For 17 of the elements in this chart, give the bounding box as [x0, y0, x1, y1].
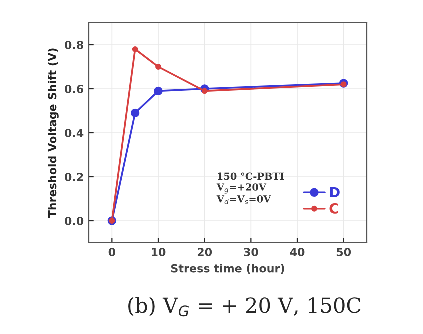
y-axis-title: Threshold Voltage Shift (V): [48, 48, 59, 218]
text: 150 °C-PBTI V$_{g}$=+20V V$_{d}$=V$_{s}$=0V: [216, 172, 284, 204]
legend-label: C: [330, 203, 338, 214]
y-tick-label: 0.6: [64, 84, 84, 94]
y-tick-label: 0.4: [64, 128, 84, 138]
x-tick-label: 20: [198, 248, 212, 256]
legend-label: D: [330, 187, 340, 198]
y-tick-label: 0.2: [64, 172, 84, 182]
x-tick-label: 0: [108, 248, 116, 256]
x-tick-label: 30: [244, 248, 258, 256]
x-axis-title: Stress time (hour): [171, 264, 284, 274]
text: (b) V$_{G}$ = + 20 V, 150C: [128, 297, 361, 317]
y-tick-label: 0.8: [64, 40, 84, 50]
x-tick-label: 40: [290, 248, 305, 256]
y-tick-label: 0.0: [64, 216, 84, 226]
x-tick-label: 10: [152, 248, 166, 256]
x-tick-label: 50: [336, 248, 352, 256]
